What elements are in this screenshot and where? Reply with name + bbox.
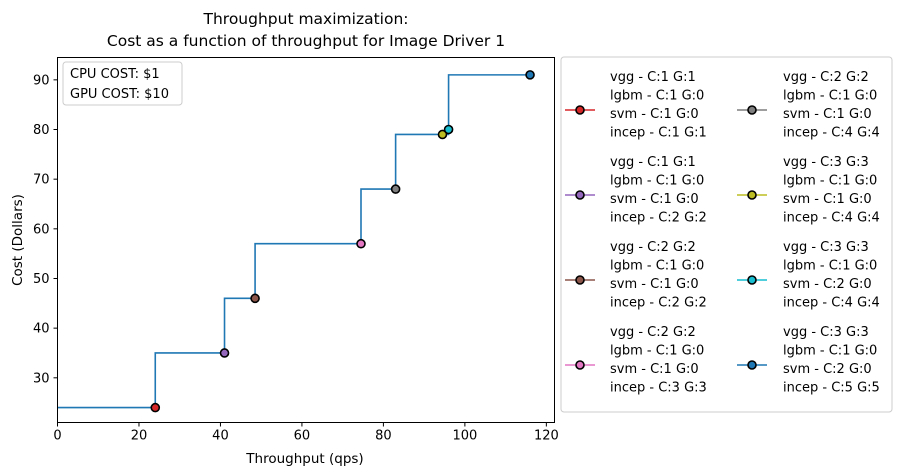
legend: vgg - C:1 G:1 lgbm - C:1 G:0 svm - C:1 G:0… <box>560 56 893 413</box>
cost-step-line <box>57 74 531 409</box>
legend-label-line: incep - C:1 G:1 <box>610 126 707 141</box>
legend-marker-swatch <box>747 190 757 200</box>
config-point-1 <box>150 402 161 413</box>
legend-entry-4: vgg - C:2 G:2 lgbm - C:1 G:0 svm - C:1 G:0… <box>565 325 707 396</box>
legend-label-line: lgbm - C:1 G:0 <box>783 259 877 274</box>
x-tick-label: 20 <box>131 429 148 444</box>
legend-marker-swatch <box>747 360 757 370</box>
legend-label-line: lgbm - C:1 G:0 <box>783 174 877 189</box>
legend-label-line: vgg - C:1 G:1 <box>610 70 696 85</box>
legend-label-line: incep - C:3 G:3 <box>610 381 707 396</box>
legend-label-line: vgg - C:2 G:2 <box>783 70 869 85</box>
legend-label-line: svm - C:1 G:0 <box>610 107 699 122</box>
legend-label-line: svm - C:1 G:0 <box>610 192 699 207</box>
x-tick-label: 100 <box>452 429 477 444</box>
y-tick-label: 40 <box>33 322 50 337</box>
x-tick-label: 0 <box>53 429 61 444</box>
config-point-6 <box>437 129 448 140</box>
legend-label-line: svm - C:1 G:0 <box>783 107 872 122</box>
legend-entry-3: vgg - C:2 G:2 lgbm - C:1 G:0 svm - C:1 G:0… <box>565 240 707 311</box>
plot-area <box>57 70 535 413</box>
config-point-5 <box>390 184 401 194</box>
x-axis-label: Throughput (qps) <box>245 451 363 467</box>
gpu-cost-label: GPU COST: $10 <box>70 87 169 102</box>
legend-label-line: lgbm - C:1 G:0 <box>610 174 704 189</box>
legend-marker-swatch <box>575 190 585 200</box>
legend-entry-8: vgg - C:3 G:3 lgbm - C:1 G:0 svm - C:2 G:0… <box>737 325 880 396</box>
config-point-8 <box>525 70 535 80</box>
y-tick-label: 60 <box>33 222 50 237</box>
legend-label-line: lgbm - C:1 G:0 <box>783 89 877 104</box>
legend-label-line: svm - C:1 G:0 <box>783 192 872 207</box>
y-tick-label: 90 <box>33 73 50 88</box>
cpu-cost-label: CPU COST: $1 <box>70 67 160 82</box>
config-point-2 <box>219 348 230 358</box>
legend-label-line: incep - C:4 G:4 <box>783 211 880 226</box>
legend-label-line: vgg - C:3 G:3 <box>783 325 869 340</box>
legend-label-line: svm - C:1 G:0 <box>610 277 699 292</box>
legend-marker-swatch <box>575 275 585 285</box>
legend-label-line: incep - C:4 G:4 <box>783 296 880 311</box>
y-tick-label: 80 <box>33 123 50 138</box>
legend-label-line: lgbm - C:1 G:0 <box>610 259 704 274</box>
cost-box: CPU COST: $1 GPU COST: $10 <box>62 61 183 106</box>
legend-frame <box>560 56 893 413</box>
legend-marker-swatch <box>747 105 757 115</box>
legend-marker-swatch <box>575 360 585 370</box>
legend-entry-7: vgg - C:3 G:3 lgbm - C:1 G:0 svm - C:2 G:0… <box>737 240 880 311</box>
y-tick-label: 50 <box>33 272 50 287</box>
legend-label-line: incep - C:5 G:5 <box>783 381 880 396</box>
x-tick-label: 80 <box>375 429 392 444</box>
x-tick-label: 40 <box>212 429 229 444</box>
legend-entry-2: vgg - C:1 G:1 lgbm - C:1 G:0 svm - C:1 G:0… <box>565 155 707 226</box>
legend-marker-swatch <box>747 275 757 285</box>
legend-label-line: svm - C:2 G:0 <box>783 362 872 377</box>
legend-label-line: svm - C:1 G:0 <box>610 362 699 377</box>
legend-label-line: lgbm - C:1 G:0 <box>610 344 704 359</box>
legend-label-line: lgbm - C:1 G:0 <box>783 344 877 359</box>
legend-entry-6: vgg - C:3 G:3 lgbm - C:1 G:0 svm - C:1 G:0… <box>737 155 880 226</box>
y-axis-label: Cost (Dollars) <box>10 194 26 286</box>
config-point-3 <box>250 293 260 304</box>
legend-label-line: lgbm - C:1 G:0 <box>610 89 704 104</box>
legend-marker-swatch <box>575 105 585 115</box>
y-tick-label: 70 <box>33 173 50 188</box>
legend-label-line: vgg - C:1 G:1 <box>610 155 696 170</box>
legend-label-line: vgg - C:3 G:3 <box>783 240 869 255</box>
config-point-4 <box>356 238 366 249</box>
config-point-7 <box>443 124 454 135</box>
chart-title-line-1: Throughput maximization: <box>203 10 409 28</box>
x-tick-label: 60 <box>294 429 311 444</box>
legend-label-line: vgg - C:2 G:2 <box>610 325 696 340</box>
x-tick-label: 120 <box>534 429 559 444</box>
chart-title-line-2: Cost as a function of throughput for Ima… <box>107 32 505 50</box>
legend-label-line: svm - C:2 G:0 <box>783 277 872 292</box>
legend-label-line: incep - C:4 G:4 <box>783 126 880 141</box>
plot-frame <box>57 57 555 423</box>
y-tick-label: 30 <box>33 371 50 386</box>
legend-label-line: vgg - C:3 G:3 <box>783 155 869 170</box>
legend-label-line: vgg - C:2 G:2 <box>610 240 696 255</box>
legend-entry-5: vgg - C:2 G:2 lgbm - C:1 G:0 svm - C:1 G:0… <box>737 70 880 141</box>
legend-entry-1: vgg - C:1 G:1 lgbm - C:1 G:0 svm - C:1 G:0… <box>565 70 707 141</box>
legend-label-line: incep - C:2 G:2 <box>610 296 707 311</box>
legend-label-line: incep - C:2 G:2 <box>610 211 707 226</box>
